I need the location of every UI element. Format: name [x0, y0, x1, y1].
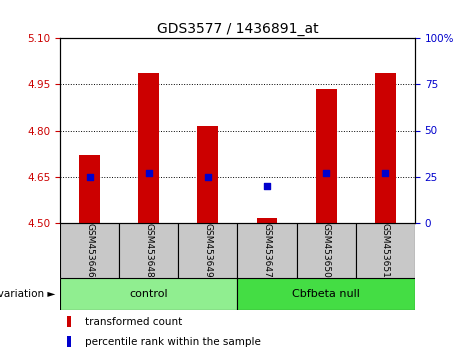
Text: GSM453648: GSM453648	[144, 223, 153, 278]
Text: genotype/variation ►: genotype/variation ►	[0, 289, 55, 299]
Bar	[67, 336, 71, 347]
Text: GSM453650: GSM453650	[322, 223, 331, 278]
Bar	[60, 223, 119, 278]
Point	[322, 170, 330, 176]
Bar	[67, 316, 71, 327]
Bar	[60, 278, 237, 310]
Bar	[237, 223, 296, 278]
Point	[382, 170, 389, 176]
Bar	[356, 223, 415, 278]
Bar	[316, 89, 337, 223]
Text: percentile rank within the sample: percentile rank within the sample	[85, 337, 260, 347]
Point	[263, 183, 271, 189]
Point	[145, 170, 152, 176]
Bar	[237, 278, 415, 310]
Bar	[296, 223, 356, 278]
Text: Cbfbeta null: Cbfbeta null	[292, 289, 360, 299]
Bar	[138, 74, 159, 223]
Bar	[178, 223, 237, 278]
Bar	[119, 223, 178, 278]
Bar	[79, 155, 100, 223]
Bar	[257, 218, 278, 223]
Text: GSM453649: GSM453649	[203, 223, 213, 278]
Text: transformed count: transformed count	[85, 317, 182, 327]
Text: GSM453651: GSM453651	[381, 223, 390, 278]
Text: GSM453647: GSM453647	[262, 223, 272, 278]
Point	[204, 174, 212, 179]
Bar	[197, 126, 218, 223]
Text: GSM453646: GSM453646	[85, 223, 94, 278]
Text: control: control	[130, 289, 168, 299]
Title: GDS3577 / 1436891_at: GDS3577 / 1436891_at	[157, 22, 318, 36]
Point	[86, 174, 93, 179]
Bar	[375, 74, 396, 223]
